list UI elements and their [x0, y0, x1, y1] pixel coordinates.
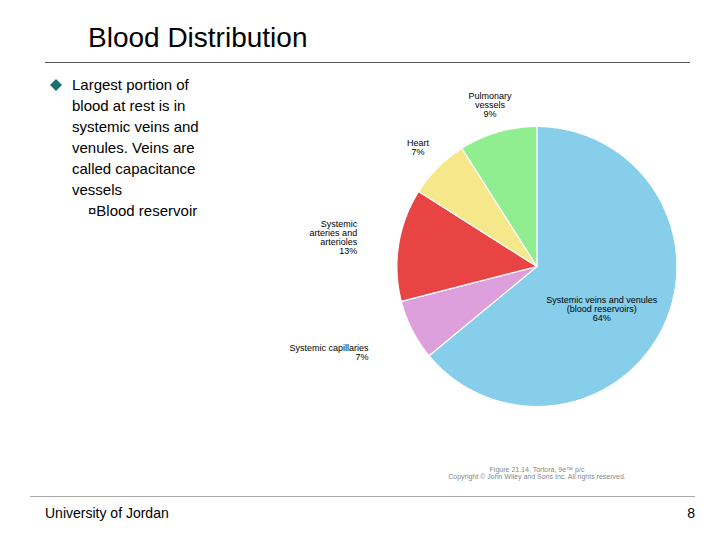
- html-text:Blood Distribution: Blood Distribution: [88, 22, 308, 53]
- html-text:¤Blood reservoir: ¤Blood reservoir: [88, 202, 198, 219]
- html-text:vessels: vessels: [72, 181, 122, 198]
- svg-text:Pulmonaryvessels9%: Pulmonaryvessels9%: [469, 91, 513, 119]
- html-text:8: 8: [687, 505, 695, 521]
- svg-text:Systemic veins and venules(blo: Systemic veins and venules(blood reservo…: [546, 295, 658, 323]
- html-text:venules. Veins are: venules. Veins are: [72, 139, 195, 156]
- html-text:blood at rest is in: blood at rest is in: [72, 97, 186, 114]
- html-text:Largest portion of: Largest portion of: [72, 76, 189, 93]
- html-text:called capacitance: called capacitance: [72, 160, 196, 177]
- svg-text:Systemicarteries andarterioles: Systemicarteries andarterioles13%: [310, 219, 358, 256]
- html-text:Figure 21.14, Tortora, 9e™ p/c: Figure 21.14, Tortora, 9e™ p/c Copyright…: [448, 466, 626, 480]
- html-text:University of Jordan: University of Jordan: [45, 505, 169, 521]
- svg-text:Heart7%: Heart7%: [407, 138, 430, 157]
- svg-text:Systemic capillaries7%: Systemic capillaries7%: [289, 343, 369, 362]
- html-text:systemic veins and: systemic veins and: [72, 118, 199, 135]
